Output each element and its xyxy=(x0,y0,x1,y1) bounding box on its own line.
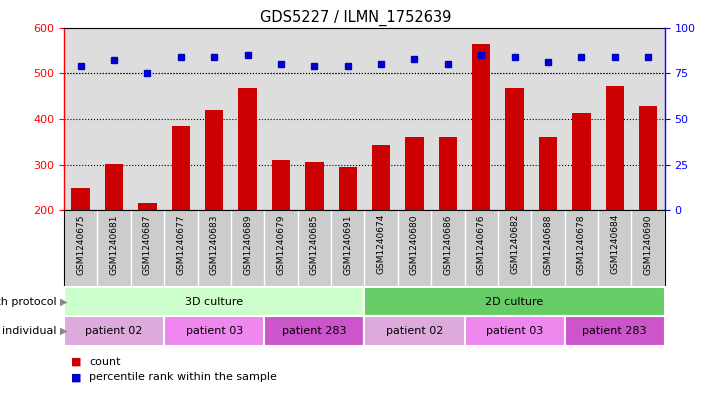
Text: GDS5227 / ILMN_1752639: GDS5227 / ILMN_1752639 xyxy=(260,10,451,26)
Bar xyxy=(272,160,290,210)
Text: patient 03: patient 03 xyxy=(486,326,543,336)
Text: GSM1240689: GSM1240689 xyxy=(243,214,252,275)
Bar xyxy=(305,162,324,210)
Bar xyxy=(472,44,491,210)
Text: patient 02: patient 02 xyxy=(85,326,143,336)
Text: ■: ■ xyxy=(71,356,82,367)
Text: GSM1240678: GSM1240678 xyxy=(577,214,586,275)
Text: GSM1240690: GSM1240690 xyxy=(643,214,653,275)
Bar xyxy=(105,163,123,210)
Text: GSM1240679: GSM1240679 xyxy=(277,214,285,275)
Text: individual: individual xyxy=(2,326,57,336)
Text: GSM1240688: GSM1240688 xyxy=(543,214,552,275)
Bar xyxy=(138,204,156,210)
Text: GSM1240682: GSM1240682 xyxy=(510,214,519,274)
Bar xyxy=(572,114,591,210)
Bar xyxy=(72,188,90,210)
Text: GSM1240676: GSM1240676 xyxy=(476,214,486,275)
Text: ▶: ▶ xyxy=(60,297,68,307)
Bar xyxy=(639,106,657,210)
Bar xyxy=(338,167,357,210)
Bar xyxy=(506,88,524,210)
Bar xyxy=(205,110,223,210)
Text: GSM1240681: GSM1240681 xyxy=(109,214,119,275)
Bar xyxy=(606,86,624,210)
Text: GSM1240685: GSM1240685 xyxy=(310,214,319,275)
Text: GSM1240683: GSM1240683 xyxy=(210,214,219,275)
Text: 2D culture: 2D culture xyxy=(486,297,544,307)
Text: patient 02: patient 02 xyxy=(386,326,443,336)
Text: GSM1240691: GSM1240691 xyxy=(343,214,352,275)
Bar xyxy=(439,137,457,210)
Bar xyxy=(405,137,424,210)
Text: ■: ■ xyxy=(71,372,82,382)
Text: GSM1240677: GSM1240677 xyxy=(176,214,186,275)
Text: count: count xyxy=(89,356,120,367)
Text: growth protocol: growth protocol xyxy=(0,297,57,307)
Bar xyxy=(238,88,257,210)
Text: percentile rank within the sample: percentile rank within the sample xyxy=(89,372,277,382)
Text: GSM1240675: GSM1240675 xyxy=(76,214,85,275)
Bar xyxy=(372,145,390,210)
Text: GSM1240686: GSM1240686 xyxy=(444,214,452,275)
Text: GSM1240680: GSM1240680 xyxy=(410,214,419,275)
Text: patient 03: patient 03 xyxy=(186,326,243,336)
Text: GSM1240674: GSM1240674 xyxy=(377,214,385,274)
Text: patient 283: patient 283 xyxy=(582,326,647,336)
Text: GSM1240684: GSM1240684 xyxy=(610,214,619,274)
Text: GSM1240687: GSM1240687 xyxy=(143,214,152,275)
Bar xyxy=(539,137,557,210)
Text: 3D culture: 3D culture xyxy=(185,297,243,307)
Text: ▶: ▶ xyxy=(60,326,68,336)
Text: patient 283: patient 283 xyxy=(282,326,346,336)
Bar xyxy=(171,126,190,210)
